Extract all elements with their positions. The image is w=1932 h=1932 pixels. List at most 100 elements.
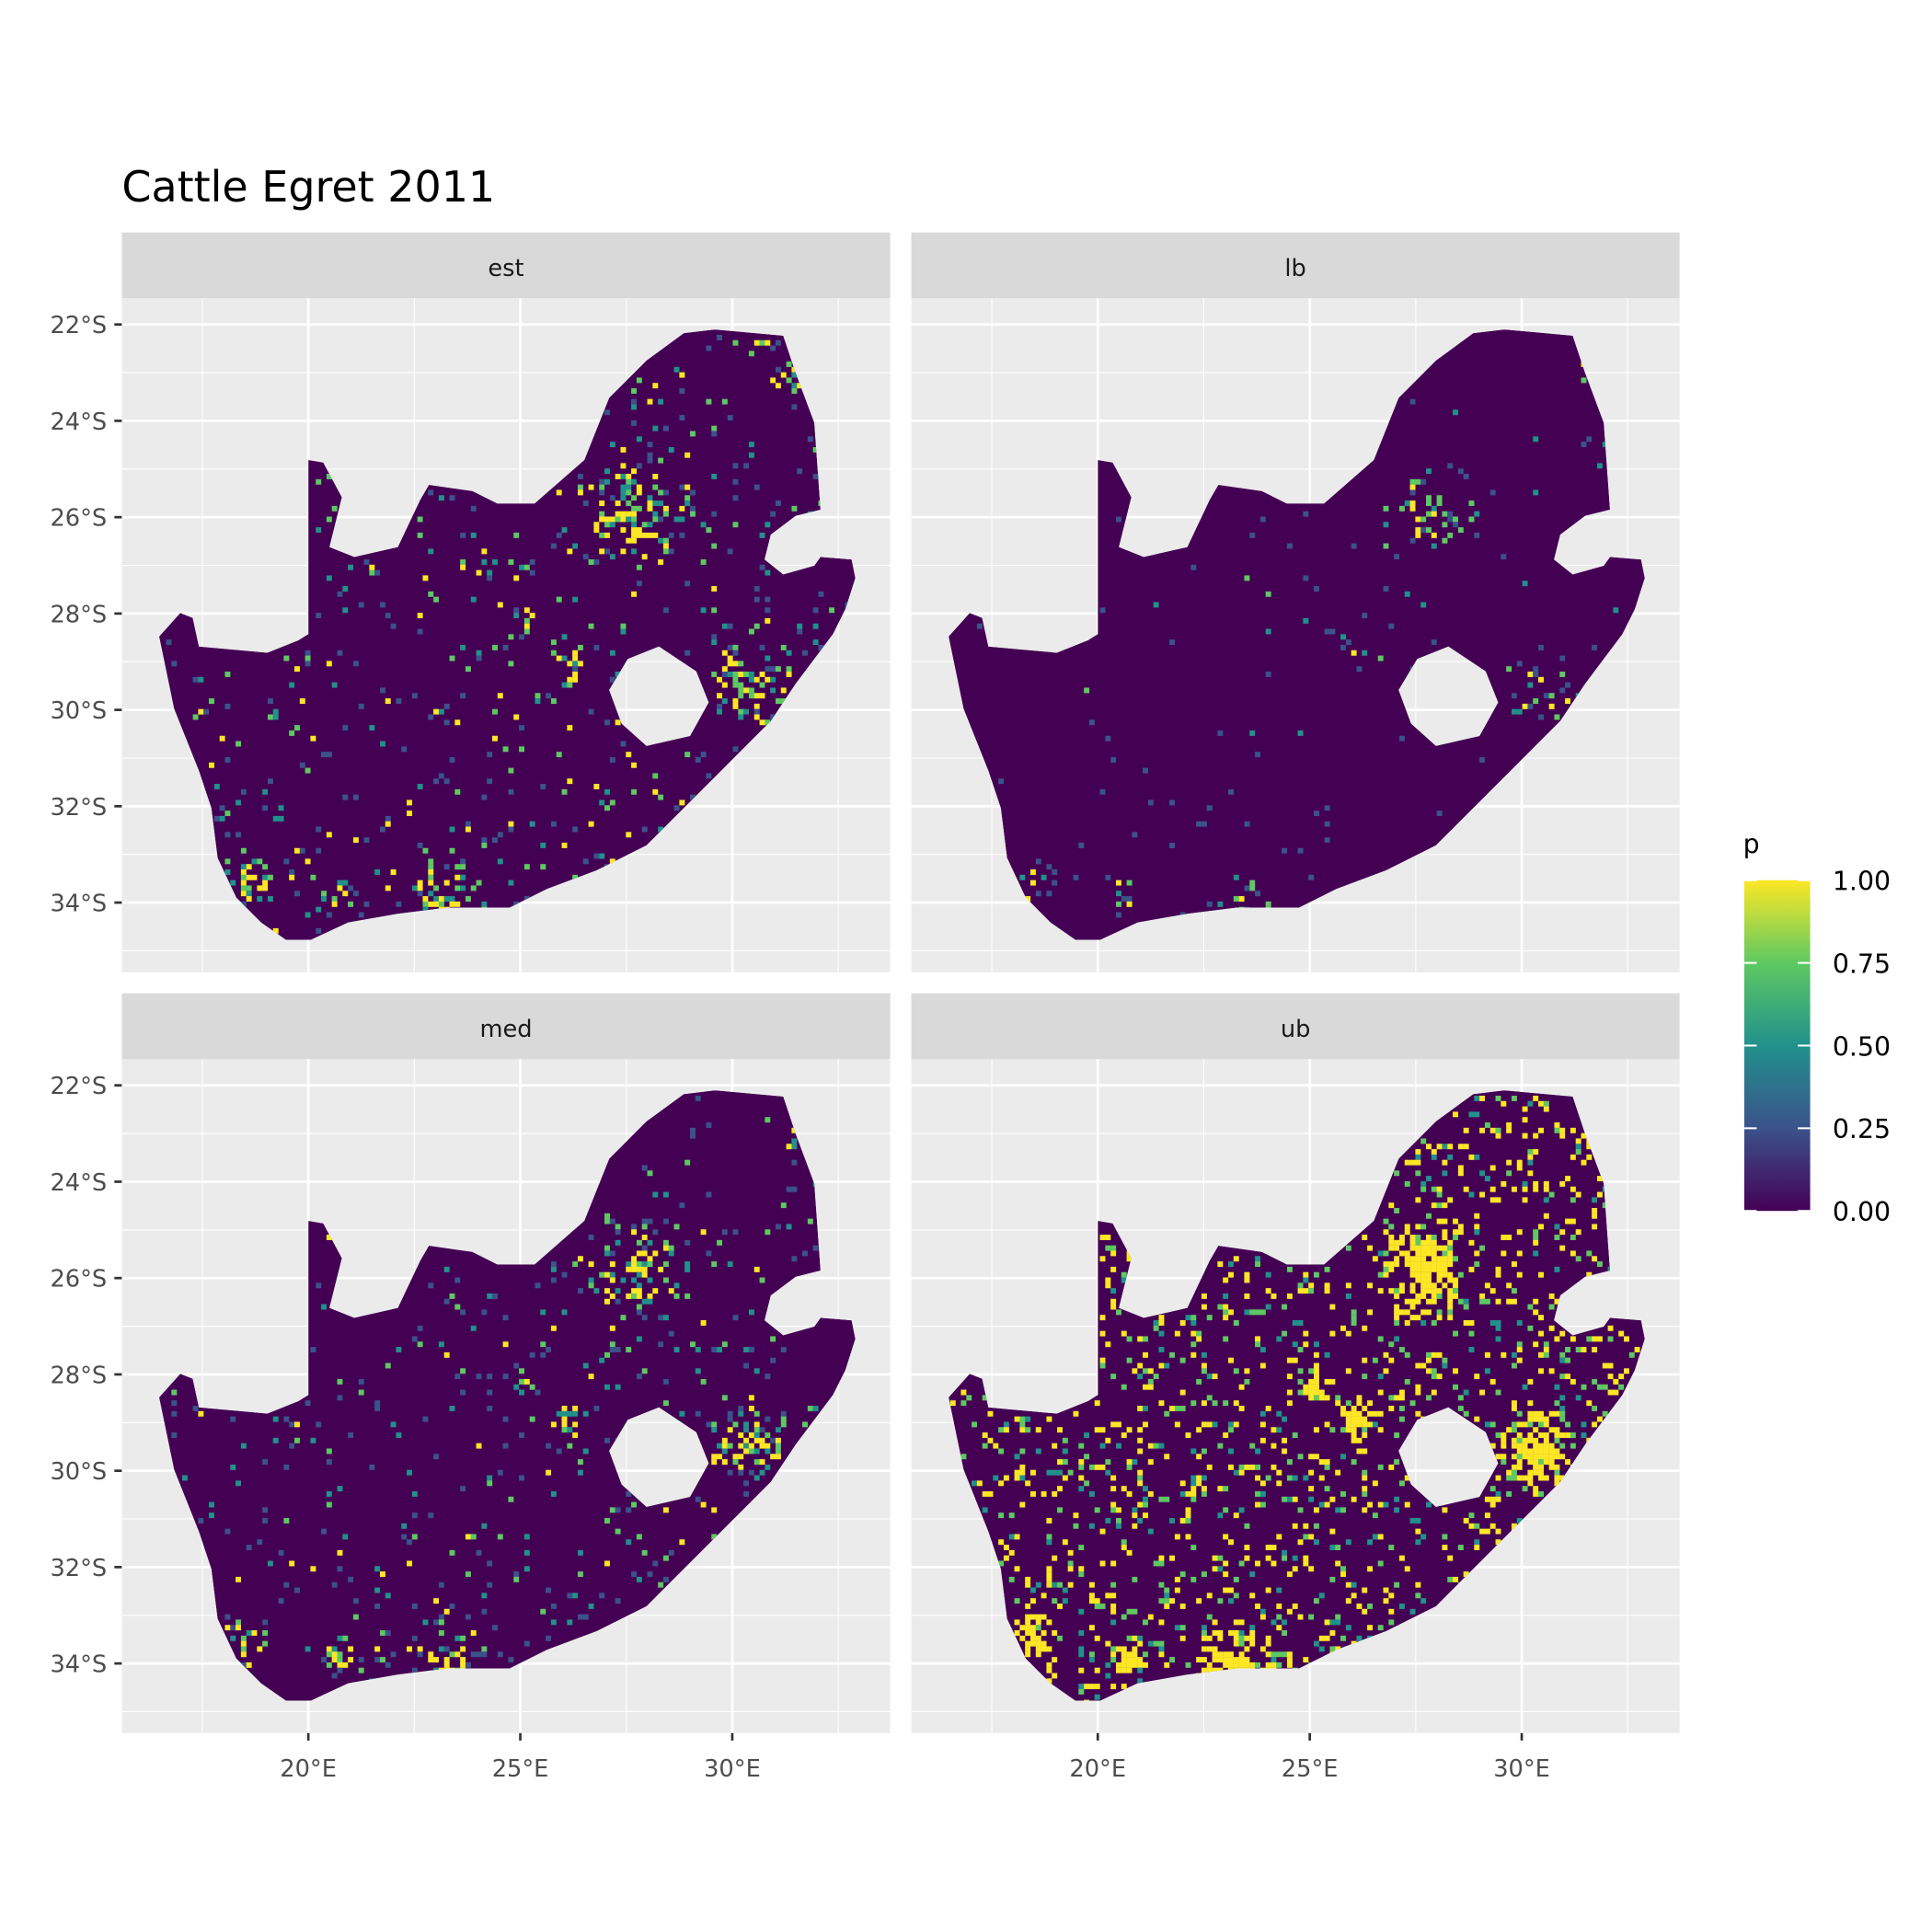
raster-cell: [690, 794, 696, 800]
raster-cell: [721, 1437, 728, 1443]
raster-cell: [465, 896, 471, 902]
raster-cell: [1554, 1475, 1560, 1481]
raster-cell: [652, 500, 659, 506]
raster-cell: [1398, 1603, 1405, 1609]
raster-cell: [1581, 442, 1587, 448]
raster-cell: [326, 1448, 332, 1455]
raster-cell: [1158, 1400, 1165, 1407]
raster-cell: [1345, 1416, 1351, 1422]
raster-cell: [1324, 1459, 1330, 1466]
raster-cell: [1126, 901, 1133, 907]
raster-cell: [1110, 1250, 1117, 1257]
raster-cell: [1143, 1662, 1148, 1668]
raster-cell: [1453, 409, 1458, 416]
raster-cell: [240, 847, 247, 854]
raster-cell: [1303, 1271, 1309, 1278]
raster-cell: [604, 1437, 610, 1443]
raster-cell: [379, 1571, 385, 1578]
raster-cell: [668, 1549, 674, 1556]
raster-cell: [1362, 1427, 1368, 1433]
raster-cell: [1196, 821, 1202, 827]
raster-cell: [561, 788, 568, 795]
raster-cell: [636, 1304, 642, 1310]
raster-cell: [348, 1646, 354, 1652]
raster-cell: [1308, 1288, 1315, 1294]
raster-cell: [1533, 666, 1539, 673]
raster-cell: [1453, 1576, 1458, 1582]
raster-cell: [513, 714, 520, 720]
raster-cell: [1398, 1288, 1405, 1294]
raster-cell: [1276, 1469, 1282, 1476]
raster-cell: [326, 832, 332, 838]
raster-cell: [1538, 1432, 1544, 1438]
raster-cell: [460, 864, 466, 870]
raster-cell: [1511, 1095, 1517, 1101]
raster-cell: [523, 864, 530, 870]
raster-cell: [1137, 1501, 1144, 1508]
raster-cell: [765, 719, 771, 726]
raster-cell: [1463, 1144, 1469, 1150]
raster-cell: [743, 1437, 750, 1443]
raster-cell: [1420, 516, 1427, 523]
raster-cell: [251, 874, 258, 880]
raster-cell: [1190, 1545, 1197, 1550]
raster-cell: [572, 666, 579, 673]
raster-cell: [982, 1490, 988, 1497]
raster-cell: [1282, 1549, 1288, 1556]
raster-cell: [748, 452, 754, 458]
raster-cell: [1115, 1646, 1121, 1652]
raster-cell: [658, 537, 664, 544]
raster-cell: [1282, 1630, 1288, 1636]
raster-cell: [1511, 1443, 1517, 1449]
raster-cell: [631, 404, 638, 410]
raster-cell: [1132, 1657, 1138, 1663]
raster-cell: [540, 1309, 546, 1316]
raster-cell: [411, 1635, 418, 1641]
raster-cell: [230, 1464, 236, 1470]
raster-cell: [1426, 1309, 1432, 1316]
raster-cell: [1431, 505, 1437, 512]
raster-cell: [492, 644, 498, 650]
raster-cell: [487, 778, 493, 785]
raster-cell: [1196, 1475, 1202, 1481]
raster-cell: [428, 858, 434, 865]
raster-cell: [775, 383, 781, 389]
raster-cell: [1426, 1298, 1432, 1305]
raster-cell: [407, 1539, 412, 1546]
raster-cell: [1143, 1384, 1148, 1390]
raster-cell: [1533, 1469, 1539, 1476]
raster-cell: [743, 463, 750, 469]
raster-cell: [1409, 1239, 1416, 1246]
raster-cell: [374, 1657, 381, 1663]
raster-cell: [1105, 1518, 1111, 1524]
raster-cell: [1084, 1480, 1090, 1487]
raster-cell: [476, 1374, 482, 1380]
raster-cell: [668, 532, 674, 538]
raster-cell: [1259, 1347, 1266, 1353]
raster-cell: [1554, 714, 1560, 720]
raster-cell: [652, 532, 659, 538]
raster-cell: [1570, 1127, 1576, 1133]
raster-cell: [1121, 1667, 1127, 1673]
raster-cell: [812, 1245, 819, 1251]
raster-cell: [1282, 1416, 1288, 1422]
raster-cell: [1099, 1603, 1106, 1609]
raster-cell: [620, 628, 627, 635]
raster-cell: [960, 1454, 967, 1460]
raster-cell: [1575, 1347, 1581, 1353]
raster-cell: [572, 1593, 579, 1599]
raster-cell: [1442, 1218, 1448, 1225]
raster-cell: [609, 1261, 615, 1268]
raster-cell: [615, 1507, 621, 1513]
raster-cell: [609, 1507, 615, 1513]
raster-cell: [417, 1341, 423, 1348]
raster-cell: [1511, 1405, 1517, 1411]
raster-cell: [1313, 1341, 1319, 1348]
raster-cell: [449, 901, 455, 907]
raster-cell: [1351, 1427, 1357, 1433]
raster-cell: [1383, 1271, 1389, 1278]
raster-cell: [1046, 891, 1052, 897]
raster-cell: [972, 1480, 978, 1487]
raster-cell: [636, 1336, 642, 1342]
raster-cell: [1495, 1095, 1501, 1101]
